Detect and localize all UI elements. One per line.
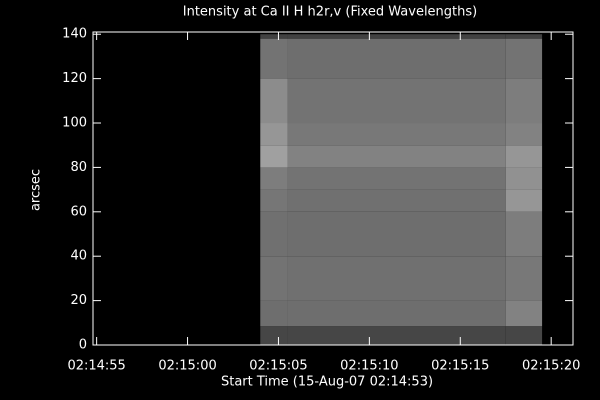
- x-tick-label: 02:14:55: [67, 359, 125, 374]
- x-tick-label: 02:15:20: [522, 359, 580, 374]
- heatmap-cell: [260, 38, 288, 79]
- y-axis-label: arcsec: [29, 169, 44, 211]
- heatmap-cell: [505, 145, 543, 168]
- chart-title: Intensity at Ca II H h2r,v (Fixed Wavele…: [183, 5, 477, 20]
- heatmap-cell: [505, 38, 543, 79]
- heatmap-cell: [505, 78, 543, 124]
- heatmap-cell: [260, 123, 288, 146]
- x-tick-label: 02:15:10: [340, 359, 398, 374]
- heatmap-cell: [505, 300, 543, 327]
- heatmap-cell: [260, 34, 288, 39]
- plot-frame: [92, 31, 574, 346]
- y-tick-label: 40: [70, 249, 87, 264]
- y-tick-label: 140: [62, 27, 87, 42]
- heatmap-cell: [260, 256, 288, 301]
- heatmap-cell: [287, 256, 506, 301]
- heatmap-cell: [505, 167, 543, 190]
- heatmap-cell: [260, 145, 288, 168]
- heatmap-cell: [287, 326, 506, 345]
- heatmap-cell: [287, 34, 506, 39]
- heatmap-cell: [287, 38, 506, 79]
- y-tick-label: 60: [70, 204, 87, 219]
- x-tick-label: 02:15:15: [431, 359, 489, 374]
- heatmap-cell: [260, 326, 288, 345]
- y-tick-label: 20: [70, 293, 87, 308]
- x-tick-label: 02:15:05: [249, 359, 307, 374]
- heatmap-cell: [505, 326, 543, 345]
- heatmap-cell: [505, 256, 543, 301]
- y-tick-label: 120: [62, 71, 87, 86]
- y-tick-label: 100: [62, 116, 87, 131]
- x-tick-label: 02:15:00: [158, 359, 216, 374]
- y-tick-label: 80: [70, 160, 87, 175]
- heatmap-cell: [505, 123, 543, 146]
- heatmap-cell: [287, 211, 506, 257]
- heatmap-cell: [287, 189, 506, 212]
- heatmap-cell: [287, 300, 506, 327]
- heatmap-cell: [505, 34, 543, 39]
- heatmap-cell: [260, 78, 288, 124]
- heatmap-cell: [505, 189, 543, 212]
- heatmap-cell: [287, 145, 506, 168]
- y-tick-label: 0: [79, 338, 87, 353]
- heatmap-cell: [260, 300, 288, 327]
- heatmap-cell: [287, 167, 506, 190]
- heatmap-cell: [505, 211, 543, 257]
- heatmap-cell: [287, 78, 506, 124]
- heatmap-cell: [260, 167, 288, 190]
- heatmap-cell: [260, 189, 288, 212]
- heatmap-cell: [287, 123, 506, 146]
- x-axis-label: Start Time (15-Aug-07 02:14:53): [221, 375, 433, 390]
- heatmap-cell: [260, 211, 288, 257]
